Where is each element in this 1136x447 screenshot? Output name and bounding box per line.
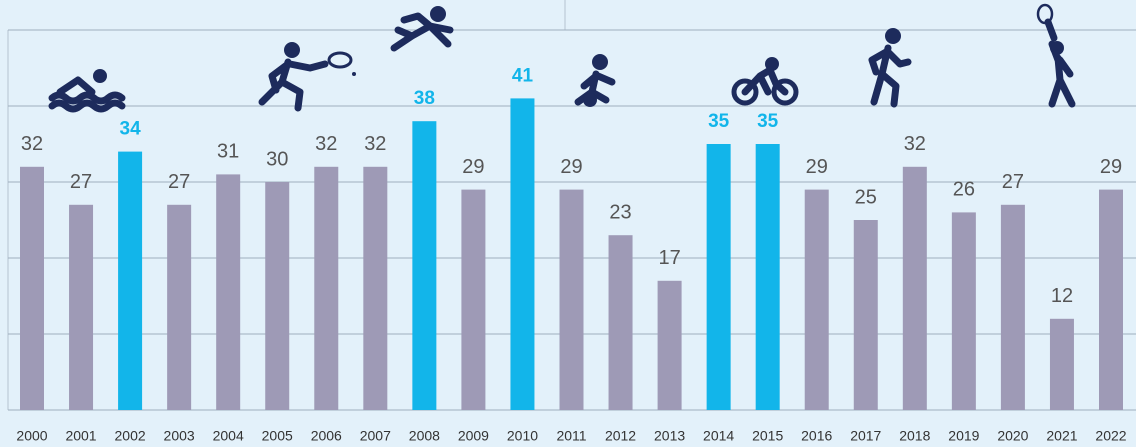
plot: 32 2000 27 2001 34 2002 27 2003 31 2004 30 2005 32 20… <box>8 29 1136 444</box>
value-label: 23 <box>609 201 631 223</box>
bar <box>265 182 290 410</box>
x-tick-label: 2014 <box>703 428 734 444</box>
bar <box>902 166 927 410</box>
bar <box>1099 189 1123 410</box>
x-tick-label: 2012 <box>605 428 636 444</box>
value-label: 30 <box>266 148 288 170</box>
value-label: 32 <box>21 133 43 155</box>
bar <box>363 166 388 410</box>
value-label: 31 <box>217 141 239 163</box>
x-tick-label: 2016 <box>801 428 832 444</box>
value-label: 26 <box>953 179 975 201</box>
x-tick-label: 2006 <box>311 428 342 444</box>
x-tick-label: 2015 <box>752 428 783 444</box>
value-label: 32 <box>315 133 337 155</box>
value-label: 27 <box>1002 171 1024 193</box>
badminton-icon <box>1036 3 1076 108</box>
bar <box>216 174 241 410</box>
bar <box>706 144 731 410</box>
bar <box>510 98 535 411</box>
bar <box>1049 318 1074 410</box>
x-tick-label: 2005 <box>262 428 293 444</box>
value-label: 38 <box>414 88 435 109</box>
football-icon <box>574 54 616 107</box>
x-tick-label: 2021 <box>1046 428 1077 444</box>
bar <box>1000 204 1025 410</box>
bar <box>412 121 437 410</box>
cyclist-icon <box>731 57 799 106</box>
bar <box>69 204 94 410</box>
value-label: 12 <box>1051 285 1073 307</box>
x-tick-label: 2020 <box>997 428 1028 444</box>
tennis-icon <box>258 42 356 112</box>
x-tick-label: 2003 <box>164 428 195 444</box>
x-tick-label: 2002 <box>115 428 146 444</box>
x-tick-label: 2010 <box>507 428 538 444</box>
value-label: 41 <box>512 65 534 86</box>
bar <box>118 151 143 410</box>
swimmer-icon <box>48 69 126 113</box>
x-tick-label: 2009 <box>458 428 489 444</box>
value-label: 27 <box>70 171 92 193</box>
value-label: 35 <box>708 111 730 132</box>
x-tick-label: 2013 <box>654 428 685 444</box>
x-tick-label: 2004 <box>213 428 244 444</box>
value-label: 29 <box>1100 156 1122 178</box>
x-tick-label: 2000 <box>16 428 47 444</box>
bar <box>167 204 192 410</box>
x-tick-label: 2019 <box>948 428 979 444</box>
value-label: 27 <box>168 171 190 193</box>
x-tick-label: 2007 <box>360 428 391 444</box>
hurdler-icon <box>390 6 454 52</box>
bar <box>804 189 829 410</box>
bar <box>951 212 976 410</box>
value-label: 17 <box>658 247 680 269</box>
value-label: 25 <box>855 186 877 208</box>
bar <box>559 189 584 410</box>
x-tick-label: 2001 <box>65 428 96 444</box>
bar <box>608 235 633 410</box>
value-label: 34 <box>120 119 142 140</box>
bar <box>314 166 339 410</box>
walker-icon <box>868 28 912 108</box>
bar <box>853 220 878 410</box>
value-label: 35 <box>757 111 779 132</box>
bar <box>461 189 486 410</box>
x-tick-label: 2022 <box>1095 428 1126 444</box>
bar <box>20 166 44 410</box>
x-tick-label: 2017 <box>850 428 881 444</box>
x-tick-label: 2011 <box>556 428 586 444</box>
value-label: 32 <box>364 133 386 155</box>
bar <box>755 144 780 410</box>
value-label: 29 <box>806 156 828 178</box>
x-tick-label: 2008 <box>409 428 440 444</box>
value-label: 32 <box>904 133 926 155</box>
value-label: 29 <box>560 156 582 178</box>
value-label: 29 <box>462 156 484 178</box>
bar <box>657 280 682 410</box>
x-tick-label: 2018 <box>899 428 930 444</box>
